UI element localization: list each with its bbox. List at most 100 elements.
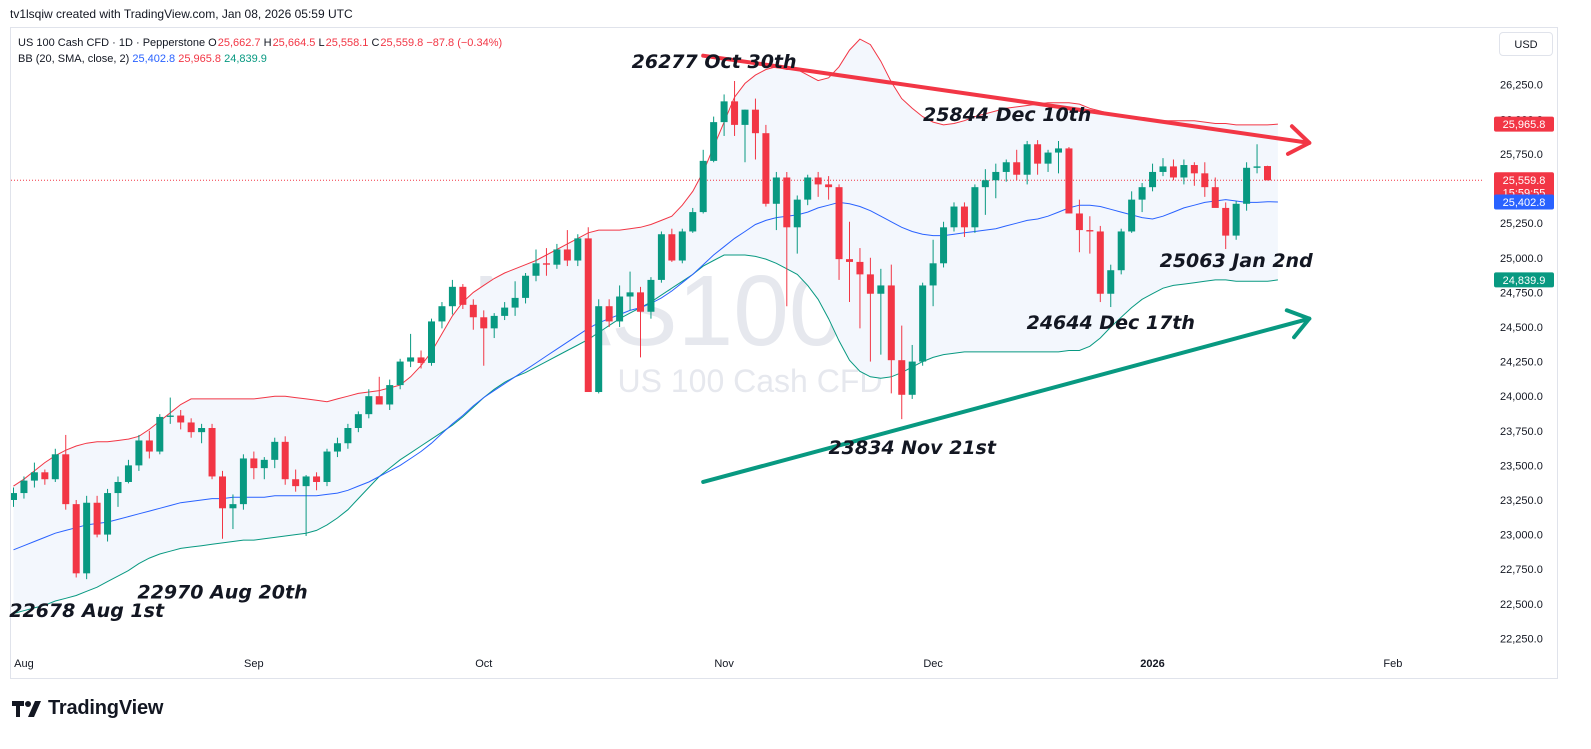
change-value: −87.8 (−0.34%)	[426, 37, 503, 49]
candle-body	[219, 476, 226, 509]
trendline	[701, 316, 1312, 484]
price-tick-label: 24,000.0	[1500, 391, 1543, 403]
candle-body	[1180, 165, 1188, 178]
candle	[281, 436, 289, 485]
candle-body	[1138, 187, 1146, 200]
candle	[1232, 201, 1240, 240]
bb-upper-value: 25,965.8	[178, 53, 222, 65]
bb-indicator-title[interactable]: BB (20, SMA, close, 2)	[18, 53, 130, 65]
candle-body	[145, 440, 153, 452]
candle-body	[637, 292, 644, 312]
trendline-arrowhead	[1285, 124, 1312, 156]
candle-body	[751, 109, 759, 134]
candle	[30, 462, 38, 488]
candle-body	[981, 180, 989, 188]
candle-body	[375, 396, 383, 405]
candle-body	[1096, 231, 1104, 294]
candle-body	[323, 451, 331, 482]
candle-body	[239, 458, 247, 505]
bb-basis-value: 25,402.8	[132, 53, 176, 65]
tradingview-logo[interactable]: TradingView	[12, 697, 163, 720]
candle	[1002, 159, 1010, 182]
candle-body	[971, 187, 979, 228]
candle-body	[710, 122, 718, 161]
candle-body	[438, 306, 446, 322]
candle	[302, 475, 310, 536]
symbol-title[interactable]: US 100 Cash CFD · 1D · Pepperstone	[18, 37, 206, 49]
candle-body	[1013, 162, 1021, 175]
candle-body	[1128, 199, 1136, 232]
price-tag	[1494, 116, 1554, 132]
candle-body	[940, 227, 948, 264]
candle-body	[960, 206, 968, 228]
candle-body	[302, 476, 310, 487]
candle-body	[354, 414, 362, 429]
candle	[971, 184, 979, 233]
candle	[563, 230, 571, 267]
candle-body	[386, 385, 394, 405]
candle-body	[522, 275, 530, 298]
candle-body	[344, 428, 352, 444]
candle-body	[950, 206, 958, 228]
candle	[657, 231, 665, 283]
bollinger-lower-line	[13, 254, 1278, 614]
candle	[1264, 165, 1271, 181]
candle	[501, 302, 509, 321]
candle	[668, 228, 676, 262]
candle	[825, 176, 833, 200]
candle-body	[490, 315, 498, 329]
candle-body	[835, 187, 843, 260]
chart-frame[interactable]	[10, 27, 1558, 679]
time-tick-label: Nov	[714, 658, 734, 670]
candle	[814, 171, 822, 197]
candle	[1065, 147, 1073, 214]
candle	[1096, 225, 1104, 303]
candle	[1180, 159, 1188, 185]
candle-body	[866, 274, 874, 294]
candle	[407, 333, 415, 368]
candle-body	[668, 234, 676, 261]
candle	[124, 459, 132, 484]
candle	[229, 494, 237, 530]
candle-body	[1211, 187, 1219, 208]
candle-body	[804, 177, 812, 200]
candle	[271, 437, 279, 469]
candle-body	[992, 171, 1000, 181]
time-tick-label: Sep	[244, 658, 264, 670]
candle	[187, 418, 195, 438]
candle-body	[772, 177, 780, 204]
candle-body	[333, 443, 341, 452]
candle	[940, 221, 948, 268]
candle	[929, 239, 937, 307]
candle	[114, 476, 122, 507]
candle-body	[271, 441, 279, 460]
candle	[908, 344, 916, 399]
candle	[605, 299, 613, 327]
candle-body	[1264, 166, 1271, 181]
candle	[616, 285, 624, 327]
candle-body	[1044, 152, 1052, 164]
candle-body	[1190, 165, 1198, 174]
candle	[1117, 228, 1125, 275]
candle	[292, 469, 300, 492]
open-value: 25,662.7	[217, 37, 261, 49]
candle	[448, 279, 456, 315]
candle	[762, 124, 770, 207]
bollinger-upper-line	[13, 38, 1278, 487]
candle-body	[208, 428, 216, 477]
candle	[62, 434, 70, 510]
time-tick-label: 2026	[1140, 658, 1164, 670]
candle-body	[1243, 167, 1251, 204]
currency-button[interactable]: USD	[1499, 32, 1553, 56]
bb-lower-value: 24,839.9	[224, 53, 267, 65]
candle	[960, 202, 968, 237]
candle	[1107, 264, 1115, 308]
candle	[793, 195, 801, 254]
low-value: 25,558.1	[325, 37, 369, 49]
candle	[11, 487, 17, 507]
price-tag-label: 25,559.8	[1503, 175, 1546, 187]
candle-body	[846, 259, 853, 262]
candle	[553, 243, 561, 269]
candle	[1211, 177, 1219, 208]
